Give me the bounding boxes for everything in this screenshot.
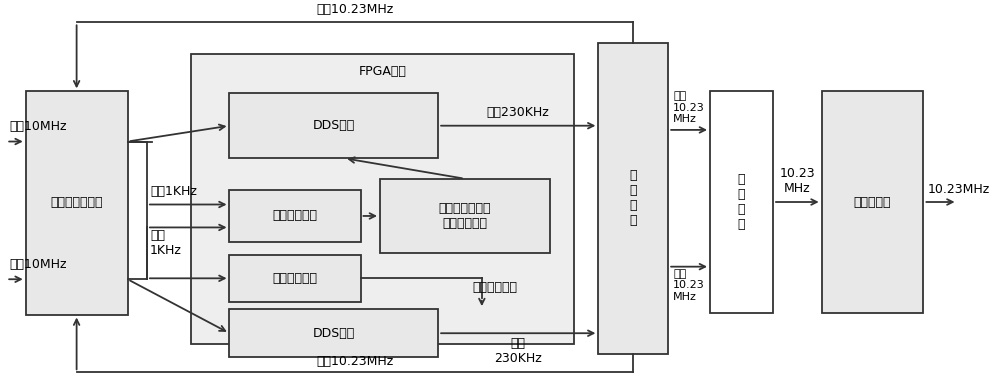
Text: 主路1KHz: 主路1KHz [150, 185, 197, 198]
Text: 备路
230KHz: 备路 230KHz [494, 337, 542, 365]
FancyBboxPatch shape [229, 309, 438, 357]
FancyBboxPatch shape [229, 190, 361, 242]
Text: 10.23
MHz: 10.23 MHz [779, 167, 815, 195]
Text: 主路10MHz: 主路10MHz [9, 120, 67, 133]
FancyBboxPatch shape [710, 91, 773, 313]
Text: FPGA模块: FPGA模块 [358, 65, 406, 78]
Text: 频
综
电
路: 频 综 电 路 [630, 169, 637, 227]
Text: 模拟锁相环: 模拟锁相环 [854, 195, 891, 208]
Text: 主路10.23MHz: 主路10.23MHz [316, 3, 394, 16]
FancyBboxPatch shape [380, 179, 550, 253]
Text: 切换控制信号: 切换控制信号 [472, 281, 517, 294]
Text: 备路10.23MHz: 备路10.23MHz [316, 355, 394, 368]
Text: DDS模块: DDS模块 [313, 327, 355, 340]
FancyBboxPatch shape [229, 255, 361, 301]
Text: 备路
10.23
MHz: 备路 10.23 MHz [673, 268, 705, 302]
Text: 相差测量模块: 相差测量模块 [273, 210, 318, 223]
Text: 备路
1KHz: 备路 1KHz [150, 229, 182, 257]
FancyBboxPatch shape [26, 91, 128, 314]
FancyBboxPatch shape [598, 43, 668, 354]
Text: 主路
10.23
MHz: 主路 10.23 MHz [673, 91, 705, 124]
FancyBboxPatch shape [822, 91, 923, 313]
Text: 无限脉冲响应数
字滤波器模块: 无限脉冲响应数 字滤波器模块 [439, 202, 491, 230]
FancyBboxPatch shape [229, 93, 438, 158]
Text: 故障检测模块: 故障检测模块 [273, 272, 318, 285]
Text: DDS模块: DDS模块 [313, 119, 355, 132]
Text: 双混频时差电路: 双混频时差电路 [50, 196, 103, 210]
Text: 备路10MHz: 备路10MHz [9, 258, 67, 271]
Text: 电
子
开
关: 电 子 开 关 [738, 173, 745, 231]
Text: 主路230KHz: 主路230KHz [487, 106, 550, 119]
FancyBboxPatch shape [191, 54, 574, 344]
Text: 10.23MHz: 10.23MHz [927, 183, 990, 196]
